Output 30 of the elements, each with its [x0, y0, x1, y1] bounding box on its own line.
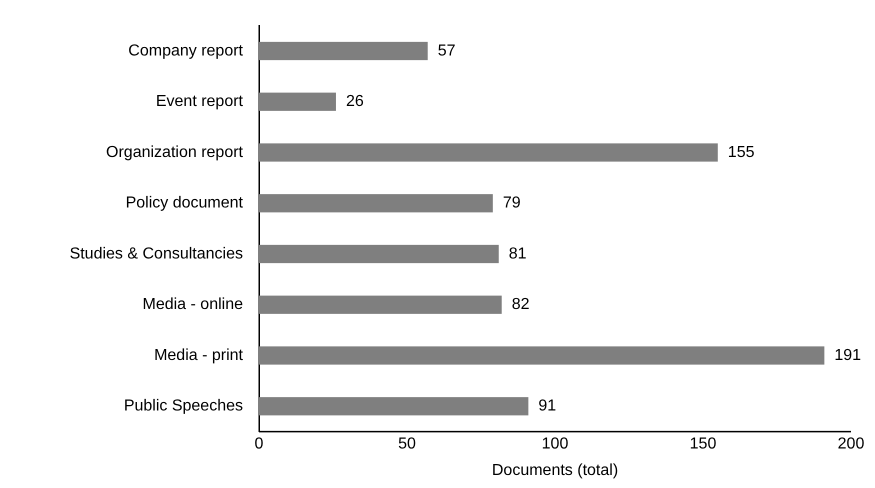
- y-tick-label: Media - print: [154, 346, 244, 364]
- data-label: 82: [512, 296, 530, 314]
- y-tick-label: Studies & Consultancies: [70, 245, 243, 262]
- bar: [259, 42, 428, 60]
- y-tick-label: Event report: [156, 93, 244, 110]
- y-tick-label: Media - online: [142, 296, 244, 314]
- bar: [259, 143, 718, 162]
- bar: [259, 92, 336, 111]
- data-label: 91: [538, 398, 556, 415]
- data-label: 26: [346, 93, 364, 110]
- data-label: 81: [508, 245, 527, 262]
- y-tick-label: Organization report: [106, 144, 244, 161]
- bar: [259, 244, 499, 264]
- x-tick-label: 0: [254, 436, 264, 453]
- x-tick-label: 200: [838, 436, 864, 453]
- bar: [259, 397, 528, 416]
- bar: [259, 194, 493, 212]
- data-label: 57: [438, 42, 456, 60]
- y-tick-label: Public Speeches: [124, 398, 243, 415]
- bar: [259, 346, 824, 365]
- x-axis-title: Documents (total): [492, 462, 618, 479]
- y-tick-label: Company report: [128, 42, 244, 60]
- x-tick-label: 50: [398, 436, 416, 453]
- y-tick-label: Policy document: [126, 194, 244, 212]
- data-label: 79: [502, 194, 521, 212]
- x-tick-label: 150: [690, 436, 716, 453]
- bar: [259, 296, 502, 314]
- x-tick-label: 100: [542, 436, 568, 453]
- data-label: 155: [728, 144, 755, 161]
- data-label: 191: [834, 346, 862, 364]
